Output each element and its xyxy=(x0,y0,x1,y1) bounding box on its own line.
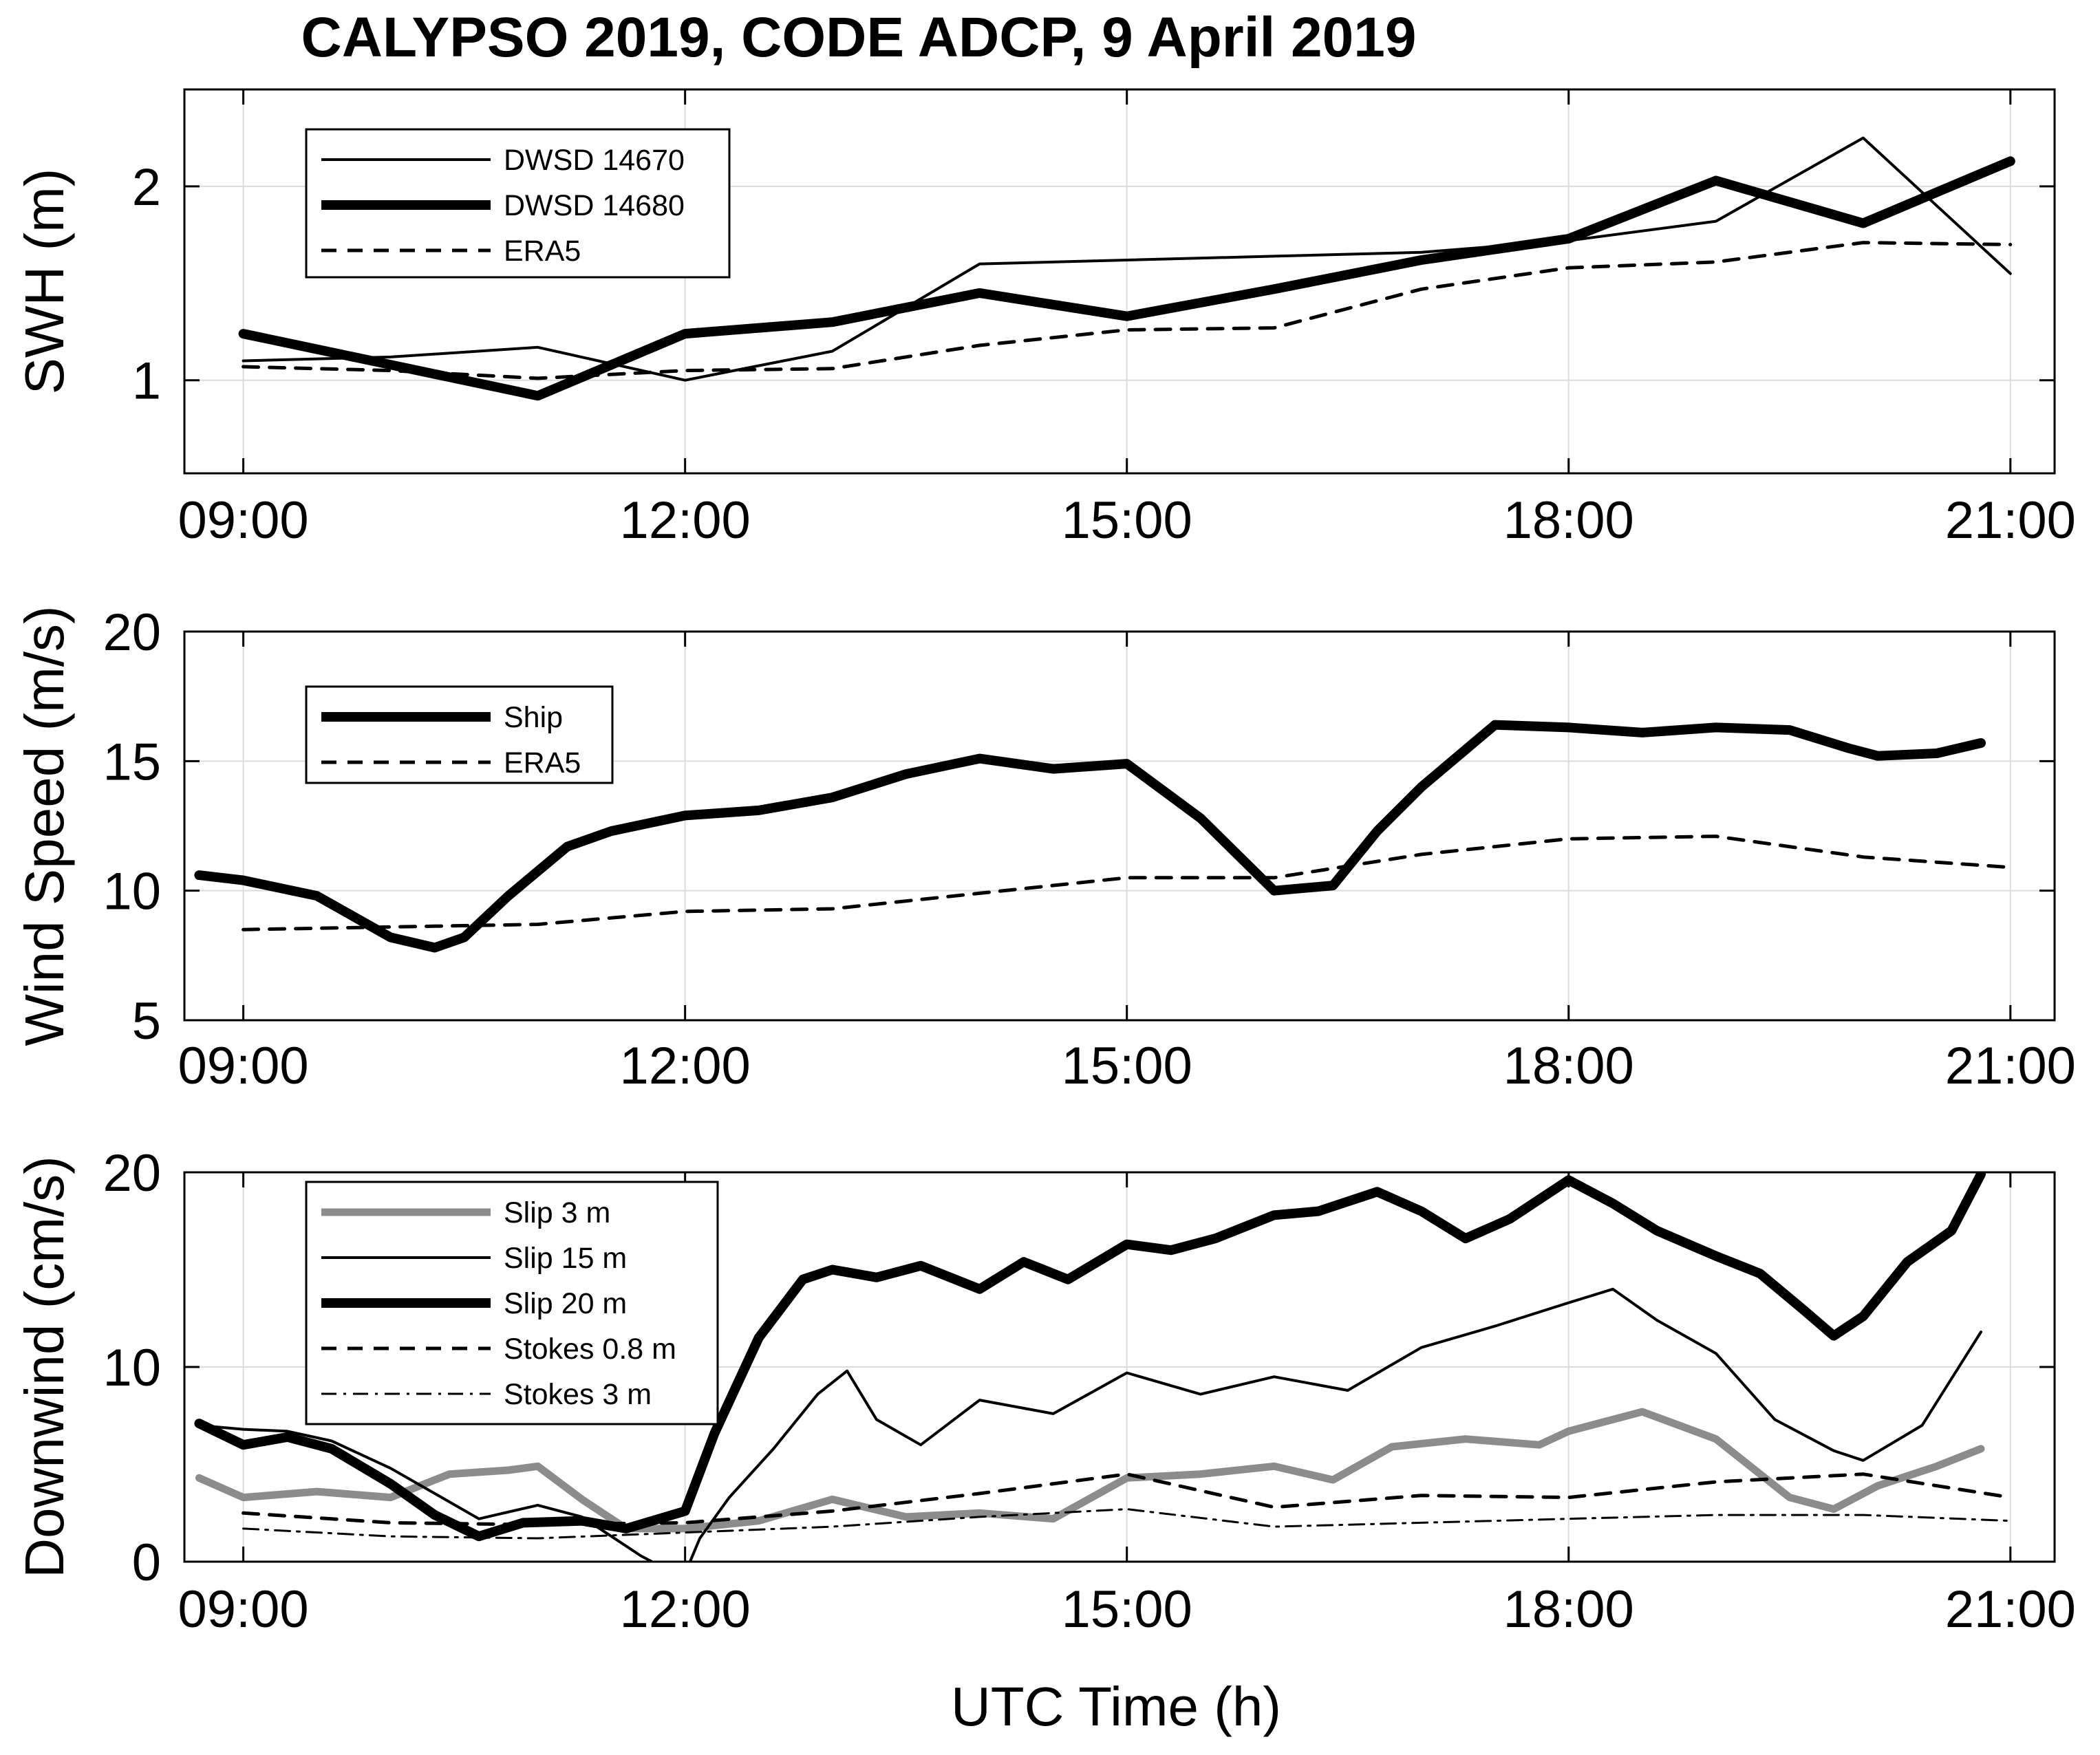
legend-label-era5: ERA5 xyxy=(504,746,581,779)
legend-label-slip-20-m: Slip 20 m xyxy=(504,1287,627,1320)
panel-swh: 09:00 12:00 15:00 18:00 21:00 1 2 SWH (m) DWSD 1… xyxy=(14,88,2076,550)
series-group xyxy=(194,1172,2013,1562)
series-line-era5 xyxy=(242,241,2013,380)
series-line-era5 xyxy=(242,835,2013,932)
series-line-dwsd-14680 xyxy=(238,156,2015,401)
panel-downwind: 09:00 12:00 15:00 18:00 21:00 0 10 20 Downwind (… xyxy=(14,1144,2076,1639)
x-tick-label: 21:00 xyxy=(1945,1037,2076,1095)
legend: DWSD 14670 DWSD 14680 ERA5 xyxy=(305,128,731,279)
legend-box xyxy=(305,685,614,784)
y-tick-label: 20 xyxy=(103,1144,161,1203)
x-tick-label: 12:00 xyxy=(620,1037,751,1095)
x-tick-label: 15:00 xyxy=(1062,1580,1192,1639)
x-tick-label: 15:00 xyxy=(1062,1037,1192,1095)
y-tick-label: 2 xyxy=(132,158,161,217)
series-line-slip-20-m xyxy=(194,1172,1986,1542)
panel-wind-speed: 09:00 12:00 15:00 18:00 21:00 5 10 15 20 Wind Spe… xyxy=(14,603,2076,1095)
y-tick-label: 1 xyxy=(132,352,161,411)
x-tick-label: 18:00 xyxy=(1503,491,1634,550)
y-axis-label: SWH (m) xyxy=(14,169,75,395)
y-axis-label: Downwind (cm/s) xyxy=(14,1156,75,1578)
x-tick-label: 18:00 xyxy=(1503,1580,1634,1639)
legend-label-ship: Ship xyxy=(504,701,563,734)
x-tick-label: 21:00 xyxy=(1945,1580,2076,1639)
legend-label-slip-15-m: Slip 15 m xyxy=(504,1242,627,1275)
legend-label-era5: ERA5 xyxy=(504,235,581,268)
series-line-stokes-0-8-m xyxy=(242,1472,2013,1527)
x-tick-label: 12:00 xyxy=(620,491,751,550)
legend-label-dwsd-14670: DWSD 14670 xyxy=(504,144,685,177)
y-tick-label: 0 xyxy=(132,1533,161,1592)
series-group xyxy=(194,720,2013,953)
series-group xyxy=(238,136,2015,401)
axes-box xyxy=(183,630,2056,1022)
y-tick-label: 20 xyxy=(103,603,161,662)
series-line-slip-15-m xyxy=(197,1287,1982,1562)
axes-box xyxy=(183,88,2056,475)
x-tick-label: 18:00 xyxy=(1503,1037,1634,1095)
x-tick-label: 21:00 xyxy=(1945,491,2076,550)
series-line-stokes-3-m xyxy=(242,1508,2012,1540)
y-tick-label: 15 xyxy=(103,733,161,791)
x-tick-label: 09:00 xyxy=(178,1580,309,1639)
series-line-slip-3-m xyxy=(195,1408,1985,1533)
series-line-ship xyxy=(194,720,1986,953)
x-tick-label: 09:00 xyxy=(178,491,309,550)
x-tick-label: 09:00 xyxy=(178,1037,309,1095)
x-tick-label: 15:00 xyxy=(1062,491,1192,550)
legend-label-slip-3-m: Slip 3 m xyxy=(504,1196,610,1229)
legend: Slip 3 m Slip 15 m Slip 20 m Stokes 0.8 m St… xyxy=(305,1181,719,1425)
x-axis-label: UTC Time (h) xyxy=(951,1676,1281,1737)
legend-label-stokes-0-8-m: Stokes 0.8 m xyxy=(504,1333,676,1366)
legend-label-stokes-3-m: Stokes 3 m xyxy=(504,1378,652,1411)
y-tick-label: 10 xyxy=(103,1339,161,1397)
y-axis-label: Wind Speed (m/s) xyxy=(14,605,75,1046)
y-tick-label: 10 xyxy=(103,863,161,921)
legend: Ship ERA5 xyxy=(305,685,614,784)
y-tick-label: 5 xyxy=(132,992,161,1051)
series-line-dwsd-14670 xyxy=(242,136,2012,382)
figure-title: CALYPSO 2019, CODE ADCP, 9 April 2019 xyxy=(301,6,1417,69)
legend-label-dwsd-14680: DWSD 14680 xyxy=(504,189,685,222)
x-tick-label: 12:00 xyxy=(620,1580,751,1639)
